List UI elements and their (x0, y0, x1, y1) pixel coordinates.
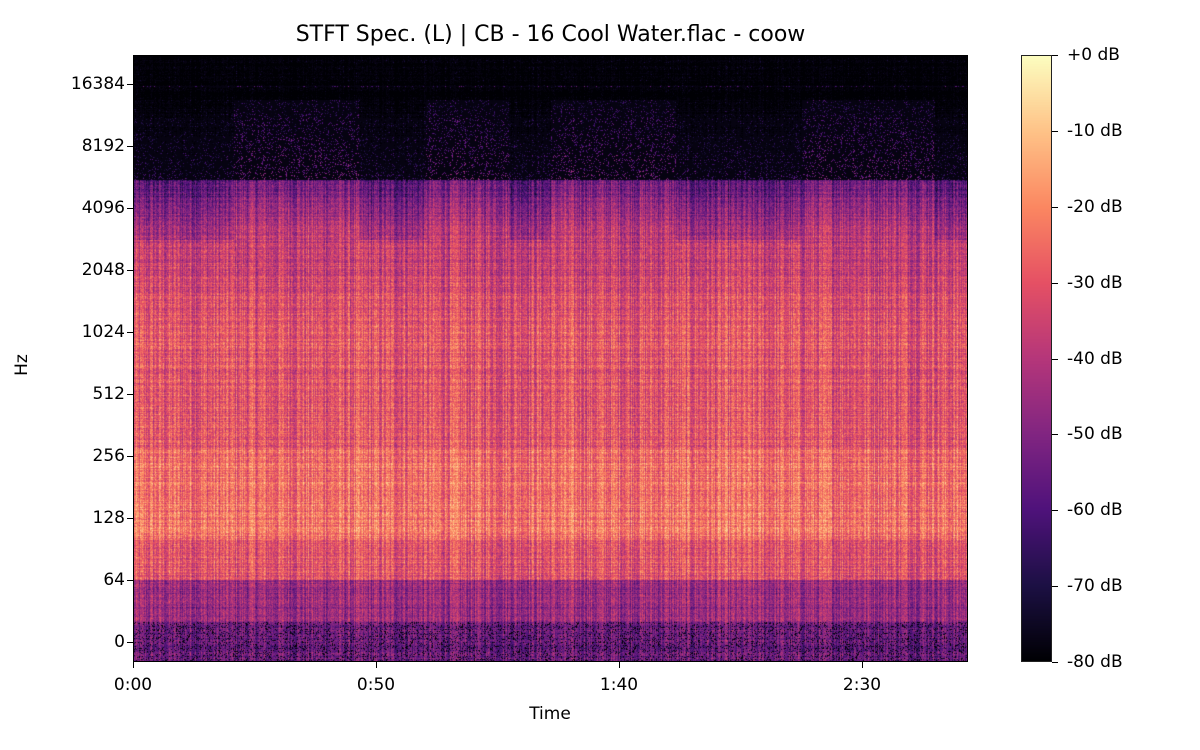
colorbar-tick-label: -40 dB (1067, 348, 1123, 369)
y-tick-mark (127, 208, 133, 209)
y-tick-label: 2048 (81, 260, 125, 280)
colorbar-tick-label: -50 dB (1067, 424, 1123, 445)
x-tick-label: 1:40 (599, 675, 639, 695)
x-axis-label: Time (529, 704, 571, 724)
colorbar-tick-label: -30 dB (1067, 272, 1123, 293)
y-tick-label: 512 (92, 384, 125, 404)
colorbar-tick-mark (1052, 282, 1058, 284)
y-tick-mark (127, 580, 133, 581)
y-tick-label: 128 (92, 508, 125, 528)
y-tick-mark (127, 332, 133, 333)
x-tick-mark (133, 662, 134, 668)
colorbar-tick-mark (1052, 510, 1058, 512)
y-tick-mark (127, 270, 133, 271)
y-tick-label: 8192 (81, 136, 125, 156)
y-tick-mark (127, 394, 133, 395)
colorbar-tick-label: -10 dB (1067, 120, 1123, 141)
x-tick-mark (862, 662, 863, 668)
colorbar-tick-label: -80 dB (1067, 652, 1123, 672)
colorbar-tick-label: -60 dB (1067, 500, 1123, 521)
x-tick-label: 0:00 (113, 675, 153, 695)
y-tick-label: 4096 (81, 198, 125, 218)
y-axis-label: Hz (12, 354, 32, 376)
y-tick-label: 16384 (70, 74, 125, 94)
x-tick-label: 2:30 (842, 675, 882, 695)
y-tick-label: 0 (114, 632, 125, 652)
chart-title: STFT Spec. (L) | CB - 16 Cool Water.flac… (295, 22, 806, 47)
colorbar-tick-label: +0 dB (1067, 45, 1120, 65)
plot-frame (133, 55, 968, 662)
y-tick-label: 256 (92, 446, 125, 466)
y-tick-label: 64 (103, 570, 125, 590)
x-tick-mark (376, 662, 377, 668)
spectrogram-heatmap (133, 55, 968, 662)
colorbar-tick-mark (1052, 55, 1058, 56)
colorbar-tick-mark (1052, 586, 1058, 588)
colorbar (1021, 55, 1052, 662)
colorbar-tick-mark (1052, 206, 1058, 208)
colorbar-tick-mark (1052, 130, 1058, 132)
x-tick-mark (619, 662, 620, 668)
y-tick-mark (127, 456, 133, 457)
y-tick-mark (127, 642, 133, 643)
colorbar-tick-mark (1052, 434, 1058, 436)
x-tick-label: 0:50 (356, 675, 396, 695)
y-tick-label: 1024 (81, 322, 125, 342)
y-tick-mark (127, 518, 133, 519)
y-tick-mark (127, 84, 133, 85)
colorbar-tick-mark (1052, 358, 1058, 360)
y-tick-mark (127, 146, 133, 147)
colorbar-tick-label: -70 dB (1067, 576, 1123, 597)
colorbar-tick-label: -20 dB (1067, 196, 1123, 217)
colorbar-tick-mark (1052, 662, 1058, 663)
